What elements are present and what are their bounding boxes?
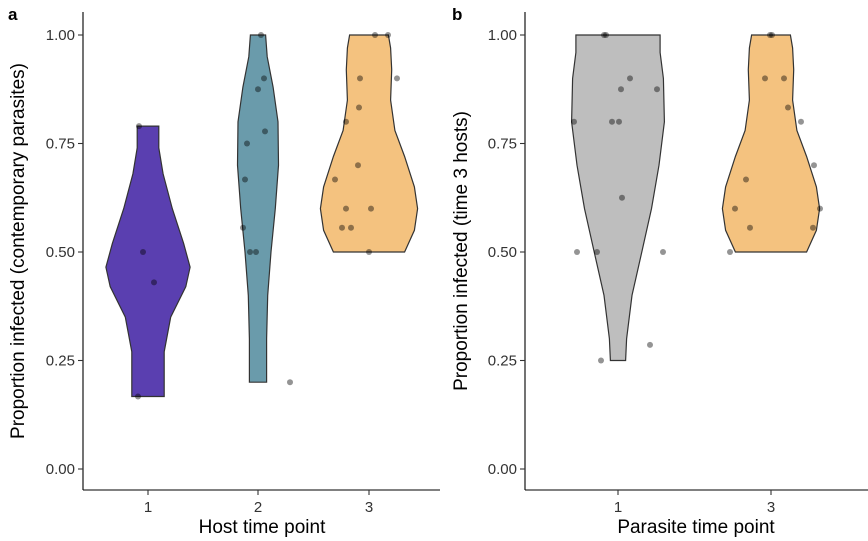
y-tick-label: 0.25 xyxy=(46,353,75,370)
data-point xyxy=(253,249,259,255)
data-point xyxy=(385,32,391,38)
data-point xyxy=(627,75,633,82)
y-tick-label: 1.00 xyxy=(46,27,75,44)
data-point xyxy=(785,104,791,111)
x-tick-label: 1 xyxy=(614,499,622,516)
data-point xyxy=(348,224,354,231)
data-point xyxy=(343,118,349,125)
x-tick-label: 1 xyxy=(144,499,152,516)
data-point xyxy=(258,32,264,38)
data-point xyxy=(810,224,816,231)
y-tick-label: 0.50 xyxy=(488,244,517,261)
data-point xyxy=(571,118,577,125)
data-point xyxy=(366,249,372,255)
data-point xyxy=(619,194,625,201)
data-point xyxy=(394,75,400,82)
y-tick-label: 0.75 xyxy=(488,136,517,153)
panel-b: b Proportion infected (time 3 hosts) Par… xyxy=(451,5,868,538)
data-point xyxy=(372,32,378,38)
panel-a-x-axis-title: Host time point xyxy=(199,517,326,538)
data-point xyxy=(743,176,749,183)
y-tick-label: 1.00 xyxy=(488,27,517,44)
data-point xyxy=(603,32,609,38)
data-point xyxy=(151,279,157,286)
data-point xyxy=(247,249,253,255)
panel-a-y-axis-title: Proportion infected (contemporary parasi… xyxy=(8,63,29,439)
data-point xyxy=(140,249,146,255)
y-tick-label: 0.75 xyxy=(46,136,75,153)
data-point xyxy=(762,75,768,82)
data-point xyxy=(769,32,775,38)
data-point xyxy=(574,249,580,255)
y-tick-label: 0.25 xyxy=(488,353,517,370)
panel-b-x-axis-title: Parasite time point xyxy=(617,517,775,538)
panel-b-y-axis-title: Proportion infected (time 3 hosts) xyxy=(451,111,472,391)
y-tick-label: 0.00 xyxy=(488,461,517,478)
data-point xyxy=(618,86,624,93)
data-point xyxy=(594,249,600,255)
data-point xyxy=(660,249,666,255)
panel-a: a Proportion infected (contemporary para… xyxy=(8,5,440,538)
data-point xyxy=(261,75,267,82)
panel-b-letter: b xyxy=(452,5,462,24)
data-point xyxy=(817,205,823,212)
data-point xyxy=(727,249,733,255)
x-tick-label: 3 xyxy=(365,499,373,516)
y-tick-label: 0.00 xyxy=(46,461,75,478)
violin-1 xyxy=(105,125,191,398)
violin-3 xyxy=(319,34,419,253)
data-point xyxy=(343,205,349,212)
data-point xyxy=(242,176,248,183)
violin-3 xyxy=(721,34,821,253)
data-point xyxy=(747,224,753,231)
data-point xyxy=(355,162,361,169)
data-point xyxy=(136,123,142,130)
data-point xyxy=(339,224,345,231)
data-point xyxy=(262,128,268,135)
panel-a-letter: a xyxy=(8,5,18,24)
data-point xyxy=(811,162,817,169)
data-point xyxy=(368,205,374,212)
data-point xyxy=(616,118,622,125)
y-tick-label: 0.50 xyxy=(46,244,75,261)
data-point xyxy=(598,357,604,364)
data-point xyxy=(647,341,653,348)
data-point xyxy=(287,379,293,386)
data-point xyxy=(244,140,250,147)
data-point xyxy=(798,118,804,125)
data-point xyxy=(357,75,363,82)
data-point xyxy=(609,118,615,125)
data-point xyxy=(332,176,338,183)
data-point xyxy=(654,86,660,93)
data-point xyxy=(732,205,738,212)
data-point xyxy=(601,32,607,38)
data-point xyxy=(240,224,246,231)
x-tick-label: 2 xyxy=(254,499,262,516)
data-point xyxy=(356,104,362,111)
data-point xyxy=(781,75,787,82)
violin-2 xyxy=(236,34,280,383)
violin-1 xyxy=(570,34,666,362)
data-point xyxy=(767,32,773,38)
x-tick-label: 3 xyxy=(767,499,775,516)
data-point xyxy=(135,393,141,400)
data-point xyxy=(255,86,261,93)
